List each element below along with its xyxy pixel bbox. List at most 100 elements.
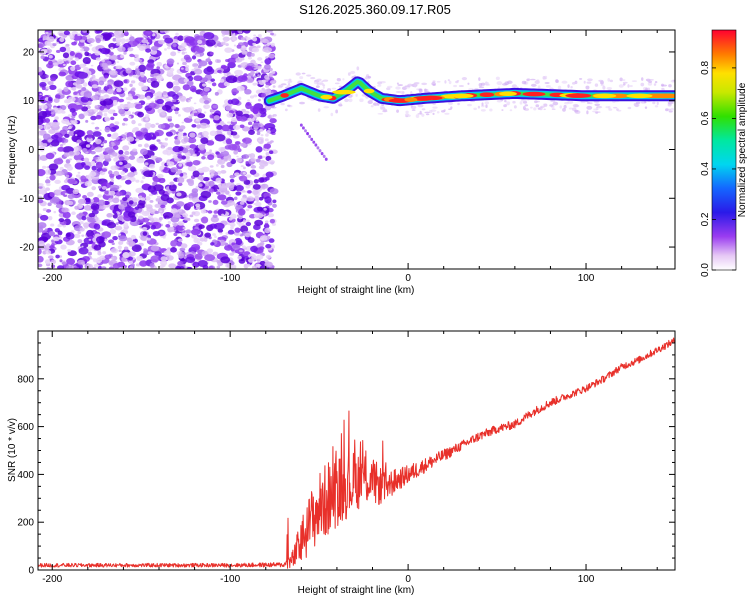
- ridge-halo: [436, 111, 440, 114]
- noise-blob: [90, 199, 95, 203]
- noise-blob: [177, 238, 183, 242]
- ridge-halo: [530, 83, 537, 87]
- noise-blob: [271, 222, 277, 226]
- noise-blob: [264, 220, 269, 224]
- noise-blob: [252, 36, 258, 42]
- colorbar-tick-label: 0.2: [700, 212, 711, 226]
- ridge-halo: [654, 105, 659, 108]
- noise-blob: [270, 32, 274, 36]
- noise-blob: [75, 79, 82, 85]
- noise-blob: [201, 155, 206, 160]
- noise-blob: [117, 233, 122, 236]
- noise-blob: [272, 203, 277, 208]
- noise-blob: [129, 61, 136, 66]
- streak-blob: [318, 149, 322, 153]
- noise-blob: [112, 236, 118, 241]
- streak-blob: [304, 129, 307, 133]
- ridge-halo: [350, 70, 356, 74]
- noise-blob: [99, 100, 107, 106]
- noise-blob: [126, 136, 135, 142]
- snr-xtick-label: -200: [42, 574, 62, 585]
- noise-blob: [191, 88, 197, 93]
- noise-blob: [112, 37, 117, 42]
- noise-blob: [124, 123, 128, 126]
- noise-blob: [177, 221, 185, 226]
- noise-blob: [113, 157, 119, 162]
- noise-blob: [229, 185, 234, 191]
- noise-blob: [255, 119, 259, 122]
- noise-blob: [110, 247, 119, 254]
- noise-blob: [179, 125, 186, 130]
- noise-blob: [237, 75, 248, 82]
- noise-blob: [77, 231, 82, 235]
- ridge-halo: [377, 84, 382, 87]
- noise-blob: [79, 221, 84, 225]
- noise-blob: [163, 250, 171, 257]
- ridge-halo: [501, 109, 504, 111]
- ridge-halo: [432, 112, 435, 115]
- noise-blob: [92, 141, 105, 149]
- noise-blob: [156, 139, 161, 142]
- noise-blob: [269, 188, 279, 195]
- colorbar-label: Normalized spectral amplitude: [737, 82, 748, 217]
- noise-blob: [204, 254, 216, 262]
- noise-blob: [176, 241, 183, 247]
- noise-blob: [160, 256, 168, 262]
- noise-blob: [55, 41, 59, 45]
- ridge-halo: [477, 105, 481, 109]
- colorbar-tick-label: 0.8: [700, 61, 711, 75]
- noise-blob: [86, 37, 95, 44]
- noise-blob: [204, 232, 212, 238]
- snr-ytick-label: 600: [17, 422, 34, 433]
- noise-blob: [84, 51, 90, 57]
- noise-blob: [67, 178, 76, 184]
- ridge-halo: [444, 112, 450, 115]
- ridge-halo: [640, 82, 645, 87]
- noise-blob: [241, 45, 246, 49]
- noise-blob: [154, 251, 162, 256]
- noise-blob: [121, 42, 125, 45]
- noise-blob: [254, 195, 260, 201]
- ridge-hotspot: [499, 91, 517, 97]
- noise-blob: [55, 170, 64, 176]
- noise-blob: [141, 38, 149, 44]
- noise-blob: [232, 124, 241, 130]
- ridge-halo: [618, 84, 624, 88]
- noise-blob: [77, 33, 81, 37]
- noise-blob: [38, 138, 42, 143]
- noise-blob: [162, 96, 167, 100]
- noise-blob: [175, 224, 186, 231]
- noise-blob: [63, 63, 66, 67]
- noise-blob: [222, 36, 231, 42]
- noise-blob: [230, 158, 237, 165]
- noise-blob: [160, 30, 165, 33]
- noise-blob: [73, 151, 81, 156]
- ridge-halo: [606, 86, 613, 90]
- noise-blob: [255, 65, 262, 70]
- noise-blob: [52, 62, 59, 67]
- noise-blob: [227, 157, 232, 162]
- noise-blob: [212, 199, 219, 205]
- noise-blob: [213, 210, 218, 214]
- noise-blob: [165, 224, 171, 228]
- ridge-halo: [533, 107, 537, 111]
- noise-blob: [171, 105, 177, 110]
- noise-blob: [196, 134, 201, 138]
- noise-blob: [197, 39, 203, 44]
- ridge-halo: [586, 105, 593, 110]
- ridge-hotspot: [565, 93, 592, 98]
- noise-blob: [145, 118, 149, 121]
- noise-blob: [46, 41, 52, 46]
- noise-blob: [176, 209, 182, 213]
- noise-blob: [192, 197, 201, 203]
- noise-blob: [59, 236, 63, 239]
- noise-blob: [66, 265, 73, 269]
- noise-blob: [183, 217, 189, 221]
- noise-blob: [233, 150, 239, 155]
- noise-blob: [68, 158, 72, 161]
- noise-blob: [150, 224, 157, 230]
- ridge-hotspot: [522, 91, 546, 97]
- noise-blob: [39, 81, 47, 88]
- noise-blob: [260, 61, 264, 64]
- noise-blob: [138, 59, 142, 63]
